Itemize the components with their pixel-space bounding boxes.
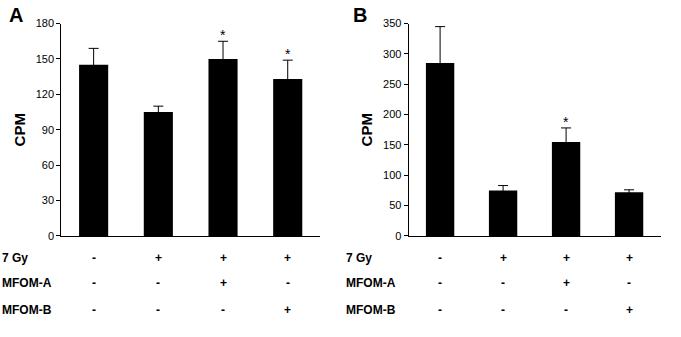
svg-text:+: + — [155, 251, 162, 265]
svg-text:7 Gy: 7 Gy — [2, 251, 28, 265]
svg-text:300: 300 — [383, 48, 401, 60]
svg-text:60: 60 — [42, 159, 54, 171]
svg-text:MFOM-B: MFOM-B — [2, 303, 52, 317]
svg-text:MFOM-B: MFOM-B — [346, 303, 396, 317]
svg-text:MFOM-A: MFOM-A — [346, 276, 396, 290]
svg-text:+: + — [220, 251, 227, 265]
svg-text:7 Gy: 7 Gy — [346, 251, 372, 265]
svg-text:0: 0 — [48, 230, 54, 242]
svg-text:-: - — [156, 303, 160, 317]
svg-text:150: 150 — [36, 53, 54, 65]
svg-text:+: + — [284, 303, 291, 317]
svg-text:150: 150 — [383, 139, 401, 151]
svg-text:-: - — [501, 303, 505, 317]
svg-text:+: + — [563, 276, 570, 290]
svg-text:50: 50 — [389, 199, 401, 211]
svg-text:+: + — [220, 276, 227, 290]
svg-text:+: + — [563, 251, 570, 265]
svg-text:-: - — [221, 303, 225, 317]
svg-text:CPM: CPM — [358, 113, 375, 146]
svg-text:-: - — [501, 276, 505, 290]
svg-text:-: - — [92, 276, 96, 290]
svg-text:-: - — [564, 303, 568, 317]
svg-text:250: 250 — [383, 78, 401, 90]
svg-text:A: A — [9, 4, 23, 26]
svg-text:120: 120 — [36, 88, 54, 100]
svg-text:180: 180 — [36, 17, 54, 29]
svg-text:200: 200 — [383, 108, 401, 120]
svg-text:B: B — [353, 4, 367, 26]
svg-text:*: * — [285, 46, 291, 62]
svg-text:-: - — [92, 251, 96, 265]
svg-text:+: + — [626, 251, 633, 265]
svg-text:350: 350 — [383, 17, 401, 29]
svg-text:-: - — [286, 276, 290, 290]
svg-text:*: * — [220, 27, 226, 43]
svg-text:-: - — [627, 276, 631, 290]
svg-text:MFOM-A: MFOM-A — [2, 276, 52, 290]
svg-text:*: * — [563, 114, 569, 130]
svg-text:CPM: CPM — [11, 113, 28, 146]
svg-text:90: 90 — [42, 124, 54, 136]
svg-text:100: 100 — [383, 169, 401, 181]
svg-text:-: - — [438, 303, 442, 317]
svg-text:-: - — [92, 303, 96, 317]
svg-text:+: + — [500, 251, 507, 265]
svg-text:+: + — [284, 251, 291, 265]
svg-text:-: - — [156, 276, 160, 290]
svg-text:0: 0 — [395, 230, 401, 242]
svg-text:-: - — [438, 251, 442, 265]
svg-text:+: + — [626, 303, 633, 317]
svg-text:-: - — [438, 276, 442, 290]
svg-text:30: 30 — [42, 194, 54, 206]
